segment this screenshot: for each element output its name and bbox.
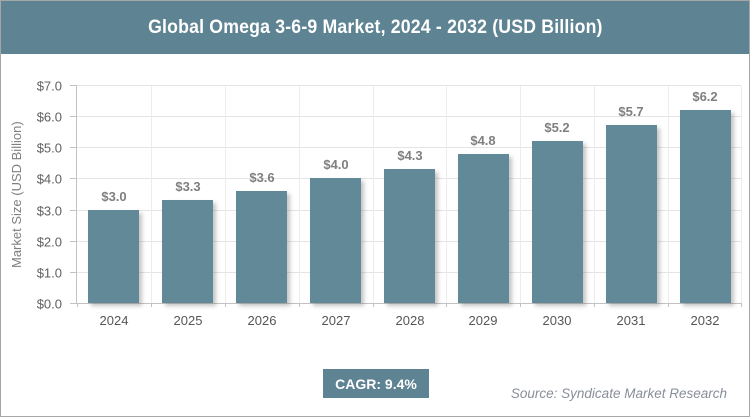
- y-axis-tick-label: $7.0: [36, 78, 62, 94]
- x-axis-category-label: 2027: [321, 313, 351, 328]
- bar-value-label: $3.0: [101, 189, 127, 204]
- v-gridline: [373, 86, 374, 303]
- v-gridline: [299, 86, 300, 303]
- y-axis-tick: [70, 271, 77, 273]
- x-axis-category-label: 2031: [616, 313, 646, 328]
- y-axis-tick-label: $2.0: [36, 234, 62, 250]
- y-axis-tick: [70, 178, 77, 180]
- x-axis-category-label: 2025: [173, 313, 203, 328]
- y-axis-tick-label: $4.0: [36, 171, 62, 187]
- bar-2024: [88, 210, 139, 303]
- y-axis-tick-label: $3.0: [36, 203, 62, 219]
- y-axis-tick-label: $6.0: [36, 109, 62, 125]
- bar-2026: [236, 191, 287, 303]
- y-axis-tick-label: $1.0: [36, 265, 62, 281]
- v-gridline: [225, 86, 226, 303]
- x-axis-category-label: 2026: [247, 313, 277, 328]
- bar-value-label: $5.2: [544, 120, 570, 135]
- x-axis-tick: [668, 303, 669, 307]
- x-axis-tick: [151, 303, 152, 307]
- x-axis-tick: [446, 303, 447, 307]
- bar-value-label: $3.6: [249, 170, 275, 185]
- bar-value-label: $4.3: [397, 148, 423, 163]
- v-gridline: [151, 86, 152, 303]
- x-axis-category-label: 2032: [690, 313, 720, 328]
- y-axis-tick-label: $0.0: [36, 296, 62, 312]
- bar-value-label: $5.7: [618, 104, 644, 119]
- cagr-badge: CAGR: 9.4%: [323, 369, 429, 398]
- h-gridline: [77, 116, 741, 118]
- bar-2030: [532, 141, 583, 303]
- v-gridline: [668, 86, 669, 303]
- v-gridline: [741, 86, 742, 303]
- x-axis-category-label: 2024: [99, 313, 129, 328]
- plot-area: $3.0 2024 $3.3 2025 $3.6 2026 $4.0 2027 $4.3 2028…: [70, 85, 742, 328]
- x-axis-tick: [299, 303, 300, 307]
- x-axis-tick: [594, 303, 595, 307]
- bar-value-label: $4.8: [470, 133, 496, 148]
- x-axis-tick: [741, 303, 742, 307]
- x-axis-tick: [77, 303, 78, 307]
- bar-2032: [680, 110, 731, 303]
- y-axis-tick: [70, 303, 77, 304]
- y-axis-tick: [70, 147, 77, 149]
- y-axis-tick: [70, 209, 77, 211]
- h-gridline: [77, 147, 741, 149]
- bar-2025: [162, 200, 213, 303]
- bar-2027: [310, 178, 361, 303]
- y-axis-tick: [70, 240, 77, 242]
- x-axis-category-label: 2028: [395, 313, 425, 328]
- y-axis-tick: [70, 85, 77, 86]
- x-axis-tick: [373, 303, 374, 307]
- bar-value-label: $3.3: [175, 179, 201, 194]
- bar-value-label: $4.0: [323, 157, 349, 172]
- x-axis-category-label: 2029: [468, 313, 498, 328]
- bar-2031: [606, 125, 657, 303]
- chart-header: Global Omega 3-6-9 Market, 2024 - 2032 (…: [1, 1, 749, 54]
- chart-title: Global Omega 3-6-9 Market, 2024 - 2032 (…: [147, 16, 603, 38]
- bar-value-label: $6.2: [692, 89, 718, 104]
- v-gridline: [594, 86, 595, 303]
- v-gridline: [520, 86, 521, 303]
- bar-2029: [458, 154, 509, 303]
- y-axis-tick-label: $5.0: [36, 140, 62, 156]
- y-axis-tick: [70, 116, 77, 118]
- h-gridline: [77, 85, 741, 86]
- bar-2028: [384, 169, 435, 303]
- x-axis-tick: [225, 303, 226, 307]
- source-note: Source: Syndicate Market Research: [510, 386, 727, 401]
- y-axis-tick-labels: $0.0 $1.0 $2.0 $3.0 $4.0 $5.0 $6.0 $7.0: [1, 79, 69, 312]
- v-gridline: [446, 86, 447, 303]
- x-axis-tick: [520, 303, 521, 307]
- x-axis-category-label: 2030: [542, 313, 572, 328]
